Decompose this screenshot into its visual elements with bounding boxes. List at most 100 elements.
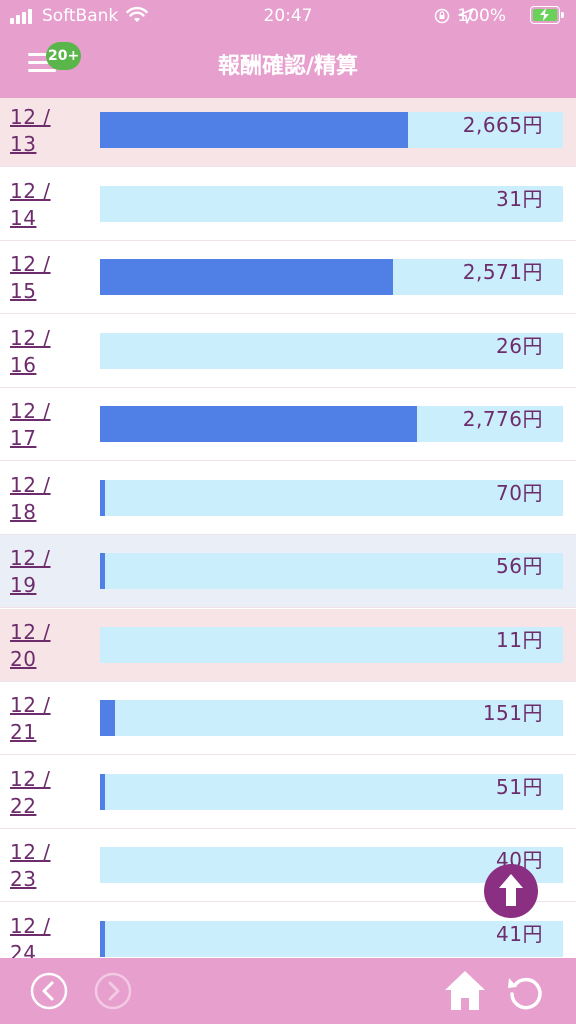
list-item: 12 / 19 56円 xyxy=(0,535,576,608)
date-link[interactable]: 12 / 24 xyxy=(10,913,51,959)
chevron-right-icon xyxy=(94,972,132,1010)
bottom-toolbar xyxy=(0,958,576,1024)
reward-amount: 56円 xyxy=(496,554,543,578)
reward-bar-fill xyxy=(100,406,417,442)
date-month: 12 / xyxy=(10,766,51,791)
date-link[interactable]: 12 / 15 xyxy=(10,251,51,305)
date-day: 16 xyxy=(10,352,37,377)
list-item: 12 /22 51円 xyxy=(0,756,576,829)
reward-bar-track: 26円 xyxy=(100,332,563,369)
list-item: 12 / 21 151円 xyxy=(0,682,576,755)
back-button[interactable] xyxy=(30,972,68,1010)
date-month: 12 / xyxy=(10,472,51,497)
reload-button[interactable] xyxy=(506,972,544,1010)
list-item: 12 / 13 2,665円 xyxy=(0,98,576,167)
date-month: 12 / xyxy=(10,546,51,570)
carrier-label: SoftBank xyxy=(42,6,119,26)
battery-icon xyxy=(530,6,564,24)
reward-bar-track: 11円 xyxy=(100,626,563,663)
date-link[interactable]: 12 /20 xyxy=(10,619,51,673)
reward-bar-track: 41円 xyxy=(100,920,563,957)
rotation-lock-icon xyxy=(434,8,450,24)
wifi-icon xyxy=(126,6,148,22)
top-bar: SoftBank 20:47 100% 20+ 報酬確認/精算 xyxy=(0,0,576,98)
date-month: 12 / xyxy=(10,913,51,938)
reward-bar-track: 2,571円 xyxy=(100,259,563,295)
reward-bar-track: 151円 xyxy=(100,700,563,736)
daily-reward-list: 12 /13 2,665円 12 /14 31円 12 /15 2,571円 12 /16 2… xyxy=(0,98,576,958)
list-item: 12 /16 26円 xyxy=(0,315,576,388)
date-link[interactable]: 12 / 23 xyxy=(10,839,51,893)
reward-amount: 26円 xyxy=(496,333,543,358)
date-link[interactable]: 12 /14 xyxy=(10,178,51,232)
date-day: 18 xyxy=(10,499,37,524)
list-item: 12 / 15 2,571円 xyxy=(0,241,576,314)
list-item: 12 / 24 41円 xyxy=(0,903,576,959)
date-link[interactable]: 12 / 13 xyxy=(10,104,51,158)
reward-bar-track: 70円 xyxy=(100,479,563,516)
scroll-to-top-button[interactable] xyxy=(484,864,538,918)
reward-bar-fill xyxy=(100,553,106,589)
cellular-signal-icon xyxy=(10,8,36,24)
date-day: 22 xyxy=(10,793,37,818)
list-item: 12 /14 31円 xyxy=(0,168,576,241)
reward-bar-track: 2,665円 xyxy=(100,112,563,148)
menu-button[interactable] xyxy=(28,50,58,76)
date-link[interactable]: 12 /16 xyxy=(10,325,51,379)
battery-percent: 100% xyxy=(457,6,506,26)
date-day: 20 xyxy=(10,646,37,671)
date-day: 21 xyxy=(10,720,37,744)
date-month: 12 / xyxy=(10,325,51,350)
reward-amount: 70円 xyxy=(496,480,543,505)
date-month: 12 / xyxy=(10,252,51,276)
date-month: 12 / xyxy=(10,619,51,644)
date-month: 12 / xyxy=(10,178,51,203)
reward-bar-fill xyxy=(100,479,106,516)
reward-bar-fill xyxy=(100,773,106,810)
list-item: 12 /20 11円 xyxy=(0,608,576,682)
date-day: 14 xyxy=(10,205,37,230)
reward-amount: 11円 xyxy=(496,627,543,652)
reward-amount: 2,571円 xyxy=(462,260,543,284)
reward-bar-track: 31円 xyxy=(100,185,563,222)
reward-bar-track: 40円 xyxy=(100,847,563,883)
date-link[interactable]: 12 /18 xyxy=(10,472,51,526)
list-item: 12 /18 70円 xyxy=(0,462,576,535)
list-item: 12 / 17 2,776円 xyxy=(0,388,576,461)
forward-button[interactable] xyxy=(94,972,132,1010)
status-time: 20:47 xyxy=(263,6,313,26)
reward-amount: 41円 xyxy=(496,921,543,946)
reward-bar-fill xyxy=(100,259,394,295)
date-day: 17 xyxy=(10,426,37,450)
date-day: 23 xyxy=(10,867,37,891)
date-link[interactable]: 12 / 19 xyxy=(10,545,51,599)
date-day: 15 xyxy=(10,279,37,303)
reward-amount: 2,776円 xyxy=(462,407,543,431)
date-link[interactable]: 12 / 21 xyxy=(10,692,51,746)
page-title: 報酬確認/精算 xyxy=(217,54,359,79)
location-icon xyxy=(458,8,474,24)
arrow-up-icon xyxy=(499,874,523,906)
reward-bar-fill xyxy=(100,920,106,957)
date-link[interactable]: 12 / 17 xyxy=(10,398,51,452)
reward-bar-track: 51円 xyxy=(100,773,563,810)
home-icon xyxy=(445,971,485,1010)
reward-amount: 31円 xyxy=(496,186,543,211)
reward-amount: 51円 xyxy=(496,774,543,799)
date-month: 12 / xyxy=(10,840,51,864)
home-button[interactable] xyxy=(442,968,488,1012)
status-bar: SoftBank 20:47 100% xyxy=(0,0,576,34)
date-link[interactable]: 12 /22 xyxy=(10,766,51,820)
date-month: 12 / xyxy=(10,105,51,129)
date-day: 24 xyxy=(10,940,37,959)
date-month: 12 / xyxy=(10,399,51,423)
reward-bar-fill xyxy=(100,112,408,148)
chevron-left-icon xyxy=(30,972,68,1010)
date-month: 12 / xyxy=(10,693,51,717)
reload-icon xyxy=(508,977,542,1010)
reward-amount: 2,665円 xyxy=(462,113,543,137)
date-day: 19 xyxy=(10,573,37,597)
reward-bar-track: 56円 xyxy=(100,553,563,589)
list-item: 12 / 23 40円 xyxy=(0,829,576,902)
reward-bar-fill xyxy=(100,700,115,736)
